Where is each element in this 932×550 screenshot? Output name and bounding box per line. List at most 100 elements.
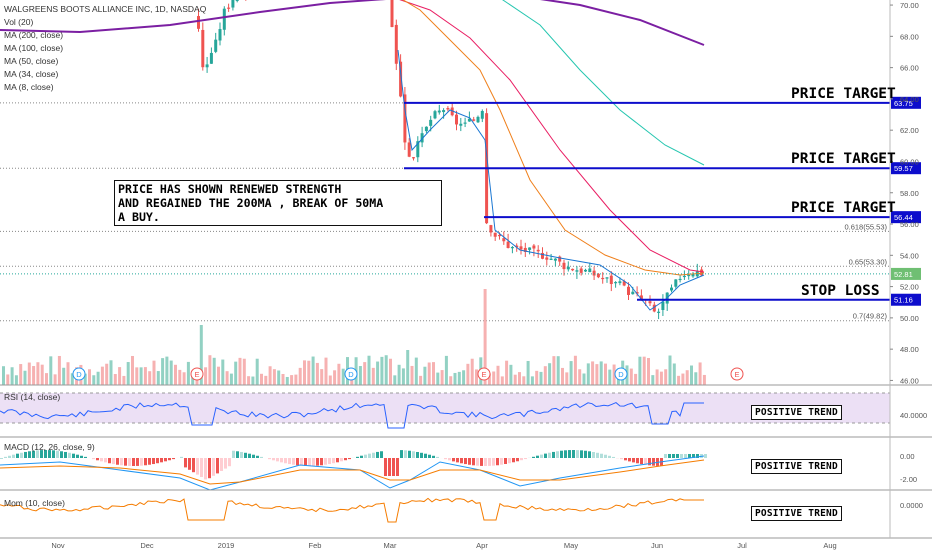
volume-bar: [32, 366, 36, 385]
macd-histogram-bar: [268, 458, 271, 460]
candle-body: [691, 274, 695, 277]
macd-histogram-bar: [196, 458, 199, 475]
macd-histogram-bar: [260, 456, 263, 458]
candle-body: [493, 232, 497, 237]
macd-histogram-bar: [424, 453, 427, 458]
candle-body: [541, 252, 544, 259]
candle-body: [420, 133, 424, 143]
macd-histogram-bar: [12, 454, 15, 458]
volume-bar: [62, 367, 66, 385]
volume-bar: [100, 366, 104, 385]
volume-bar: [629, 368, 633, 385]
macd-histogram-bar: [132, 458, 135, 466]
volume-bar: [96, 371, 100, 385]
rsi-tick-label: 40.0000: [900, 411, 927, 420]
volume-bar: [410, 365, 414, 385]
candle-body: [222, 8, 226, 30]
volume-bar: [677, 375, 681, 385]
volume-bar: [522, 376, 526, 385]
macd-histogram-bar: [0, 458, 3, 459]
candle-body: [571, 268, 575, 271]
volume-bar: [131, 355, 134, 385]
macd-histogram-bar: [364, 454, 367, 458]
candle-body: [416, 141, 420, 158]
macd-histogram-bar: [56, 450, 59, 458]
macd-pane: 0.00 -2.00: [0, 450, 917, 491]
volume-bar: [690, 365, 693, 385]
fib-level-label: 0.65(53.30): [849, 257, 888, 266]
volume-bar: [565, 372, 569, 385]
y-tick-label: 58.00: [900, 189, 919, 198]
macd-histogram-bar: [240, 451, 243, 458]
macd-histogram-bar: [612, 456, 615, 458]
candle-body: [614, 282, 618, 284]
macd-histogram-bar: [480, 458, 483, 466]
macd-histogram-bar: [396, 458, 399, 476]
macd-histogram-bar: [420, 452, 423, 458]
volume-bar: [156, 371, 160, 385]
candle-body: [403, 94, 407, 143]
volume-bar: [328, 375, 332, 385]
volume-bar: [573, 355, 577, 385]
volume-bar: [268, 366, 272, 385]
macd-histogram-bar: [180, 456, 183, 458]
legend-ma100: MA (100, close): [4, 43, 63, 53]
macd-histogram-bar: [556, 451, 559, 458]
candle-body: [635, 292, 639, 294]
last-price-tag: [891, 267, 921, 280]
macd-histogram-bar: [664, 454, 667, 458]
volume-bar: [659, 371, 663, 385]
volume-bar: [118, 367, 122, 385]
macd-histogram-bar: [68, 452, 71, 458]
macd-histogram-bar: [256, 455, 259, 458]
macd-histogram-bar: [156, 458, 159, 464]
macd-histogram-bar: [52, 450, 55, 458]
volume-bar: [466, 363, 470, 385]
macd-histogram-bar: [232, 450, 235, 458]
macd-histogram-bar: [316, 458, 319, 466]
volume-bar: [513, 374, 517, 385]
volume-bar: [578, 369, 582, 385]
stop-loss-label: STOP LOSS: [801, 283, 880, 299]
candle-body: [700, 269, 704, 276]
volume-bar: [229, 373, 233, 385]
candle-body: [605, 277, 609, 279]
macd-histogram-bar: [216, 458, 219, 474]
macd-histogram-bar: [544, 453, 547, 458]
macd-histogram-bar: [128, 458, 131, 466]
volume-bar: [221, 359, 225, 385]
rsi-label: RSI (14, close): [4, 392, 60, 402]
macd-histogram-bar: [300, 458, 303, 466]
candle-body: [579, 268, 583, 273]
candle-body: [459, 123, 463, 126]
candle-body: [201, 29, 205, 68]
macd-tick-label: 0.00: [900, 452, 915, 461]
volume-bar: [384, 355, 388, 385]
candle-body: [214, 39, 218, 52]
volume-bar: [139, 367, 143, 385]
earnings-marker: [477, 367, 491, 381]
candle-body: [670, 287, 673, 291]
macd-histogram-bar: [488, 458, 491, 466]
volume-bar: [608, 369, 612, 385]
candle-body: [618, 281, 622, 284]
macd-histogram-bar: [292, 458, 295, 465]
price-target-label-2: PRICE TARGET: [791, 151, 896, 167]
candle-body: [429, 119, 433, 126]
symbol-title: WALGREENS BOOTS ALLIANCE INC, 1D, NASDAQ: [4, 4, 207, 14]
macd-histogram-bar: [160, 458, 163, 463]
macd-histogram-bar: [164, 458, 167, 462]
y-tick-label: 54.00: [900, 251, 919, 260]
macd-histogram-bar: [448, 458, 451, 461]
candle-body: [498, 234, 501, 237]
candle-body: [592, 270, 596, 276]
macd-histogram-bar: [76, 454, 79, 458]
candle-body: [205, 64, 209, 68]
macd-histogram-bar: [360, 455, 363, 458]
candle-body: [394, 24, 398, 64]
target-price-tag: [891, 293, 921, 306]
macd-histogram-bar: [340, 458, 343, 462]
macd-histogram-bar: [632, 458, 635, 463]
macd-histogram-bar: [464, 458, 467, 465]
